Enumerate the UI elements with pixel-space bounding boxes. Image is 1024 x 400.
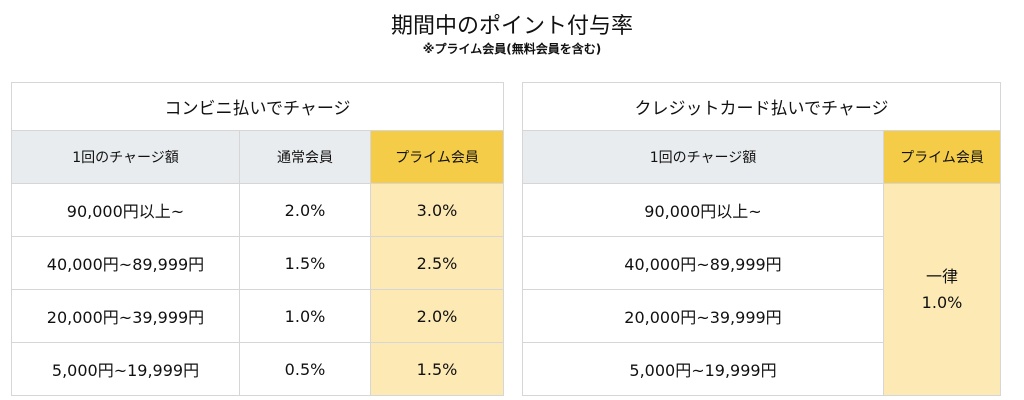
table-row: 40,000円~89,999円 1.5% 2.5% <box>11 236 504 290</box>
page-title: 期間中のポイント付与率 <box>390 14 633 39</box>
charge-amount-cell: 5,000円~19,999円 <box>522 342 884 396</box>
column-header-prime-member: プライム会員 <box>882 130 1002 184</box>
table-row: 40,000円~89,999円 <box>522 236 1001 290</box>
table-row: 90,000円以上~ 2.0% 3.0% <box>11 183 504 237</box>
prime-rate-cell: 2.0% <box>370 289 504 343</box>
charge-amount-cell: 20,000円~39,999円 <box>11 289 240 343</box>
charge-amount-cell: 40,000円~89,999円 <box>522 236 884 290</box>
charge-amount-cell: 90,000円以上~ <box>522 183 884 237</box>
normal-rate-cell: 1.0% <box>239 289 371 343</box>
convenience-store-rate-table: コンビニ払いでチャージ 1回のチャージ額 通常会員 プライム会員 90,000円… <box>11 82 504 396</box>
table-row: 5,000円~19,999円 <box>522 342 1001 396</box>
table-caption: コンビニ払いでチャージ <box>11 82 504 131</box>
prime-rate-cell: 2.5% <box>370 236 504 290</box>
flat-rate-value: 1.0% <box>921 292 963 312</box>
normal-rate-cell: 1.5% <box>239 236 371 290</box>
prime-rate-cell: 3.0% <box>370 183 504 237</box>
credit-card-rate-table: クレジットカード払いでチャージ 1回のチャージ額 プライム会員 90,000円以… <box>521 82 1002 396</box>
flat-rate-label: 一律 <box>926 266 959 286</box>
page-subtitle: ※プライム会員(無料会員を含む) <box>422 42 602 56</box>
table-row: 5,000円~19,999円 0.5% 1.5% <box>11 342 504 396</box>
charge-amount-cell: 5,000円~19,999円 <box>11 342 240 396</box>
column-header-normal-member: 通常会員 <box>239 130 371 184</box>
table-row: 20,000円~39,999円 1.0% 2.0% <box>11 289 504 343</box>
table-caption: クレジットカード払いでチャージ <box>521 82 1002 131</box>
column-header-amount: 1回のチャージ額 <box>11 130 240 184</box>
charge-amount-cell: 90,000円以上~ <box>11 183 240 237</box>
column-header-amount: 1回のチャージ額 <box>522 130 884 184</box>
normal-rate-cell: 2.0% <box>239 183 371 237</box>
charge-amount-cell: 40,000円~89,999円 <box>11 236 240 290</box>
table-row: 90,000円以上~ 一律 1.0% <box>522 183 1002 396</box>
prime-flat-rate-cell: 一律 1.0% <box>882 183 1002 396</box>
normal-rate-cell: 0.5% <box>239 342 371 396</box>
column-header-prime-member: プライム会員 <box>370 130 504 184</box>
charge-amount-cell: 20,000円~39,999円 <box>522 289 884 343</box>
prime-rate-cell: 1.5% <box>370 342 504 396</box>
